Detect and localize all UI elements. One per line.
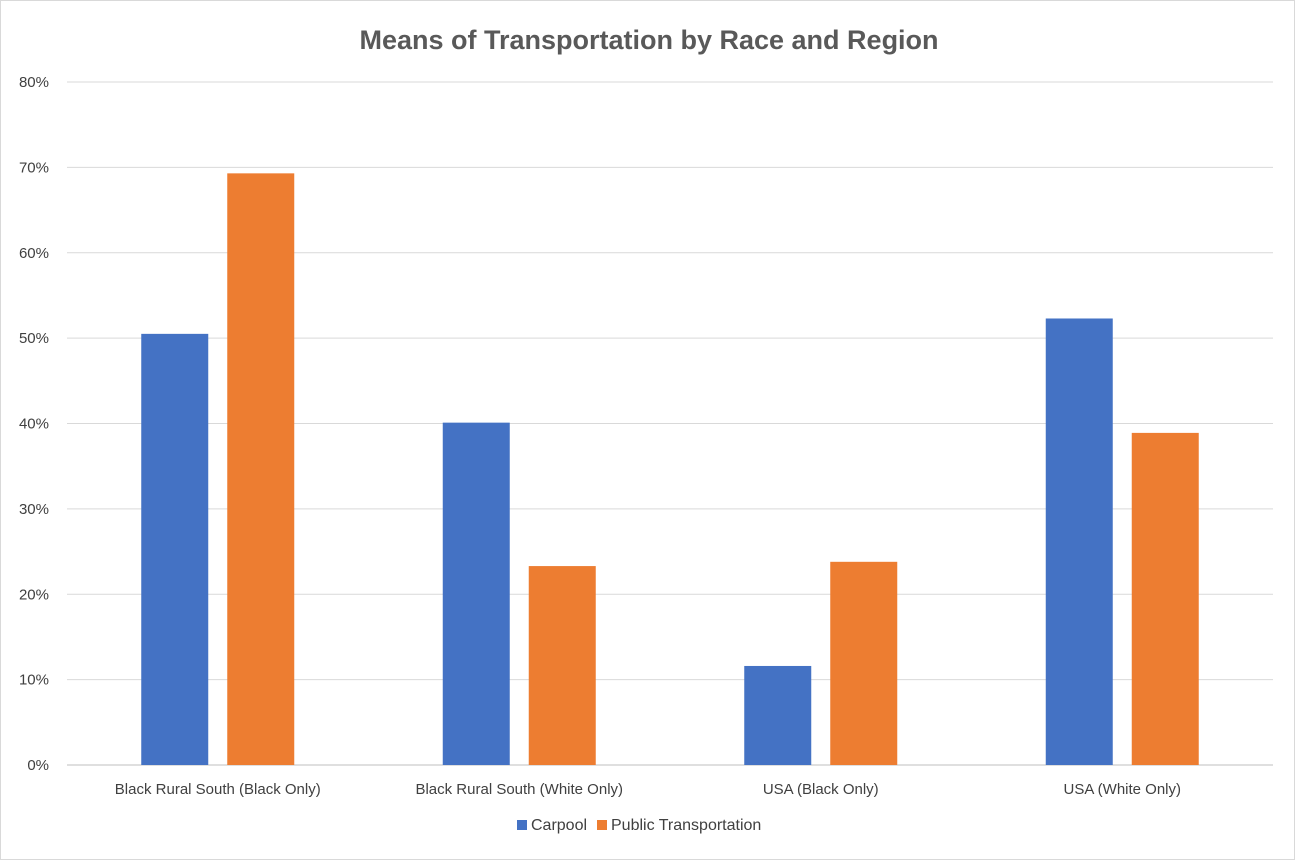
- chart-title: Means of Transportation by Race and Regi…: [359, 25, 938, 55]
- bar-carpool: [1045, 318, 1113, 765]
- y-tick-label: 10%: [19, 672, 49, 689]
- bar-carpool: [744, 665, 812, 765]
- y-tick-label: 70%: [19, 159, 49, 176]
- bars: [141, 173, 1199, 765]
- x-tick-label: USA (White Only): [1063, 781, 1181, 798]
- legend-swatch: [517, 820, 527, 830]
- legend-label: Public Transportation: [611, 817, 761, 834]
- y-tick-label: 20%: [19, 586, 49, 603]
- y-tick-label: 60%: [19, 245, 49, 262]
- y-tick-label: 0%: [27, 757, 49, 774]
- legend-label: Carpool: [531, 817, 587, 834]
- bar-public-transportation: [1131, 432, 1199, 765]
- y-tick-label: 40%: [19, 416, 49, 433]
- bar-carpool: [442, 422, 510, 765]
- x-tick-label: Black Rural South (Black Only): [115, 781, 321, 798]
- legend: Carpool Public Transportation: [517, 817, 761, 834]
- bar-public-transportation: [227, 173, 295, 765]
- y-tick-label: 30%: [19, 501, 49, 518]
- x-tick-label: USA (Black Only): [763, 781, 879, 798]
- bar-public-transportation: [528, 566, 596, 765]
- y-axis: 0% 10% 20% 30% 40% 50% 60% 70% 80%: [19, 74, 49, 774]
- bar-public-transportation: [830, 561, 898, 765]
- bar-carpool: [141, 333, 209, 765]
- x-tick-label: Black Rural South (White Only): [415, 781, 623, 798]
- x-axis: Black Rural South (Black Only) Black Rura…: [115, 781, 1181, 798]
- y-tick-label: 50%: [19, 330, 49, 347]
- y-tick-label: 80%: [19, 74, 49, 91]
- legend-swatch: [597, 820, 607, 830]
